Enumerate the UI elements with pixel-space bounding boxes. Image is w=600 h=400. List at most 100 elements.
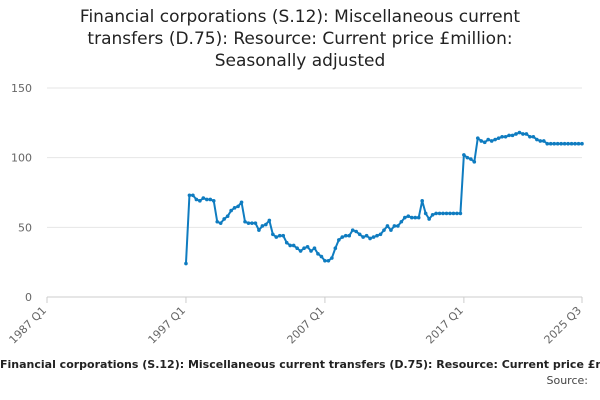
data-point[interactable] [225, 214, 230, 218]
data-point[interactable] [201, 196, 206, 200]
data-point[interactable] [475, 136, 480, 140]
data-point[interactable] [562, 141, 567, 146]
data-point[interactable] [302, 246, 306, 251]
data-point[interactable] [465, 155, 470, 160]
data-point[interactable] [555, 141, 560, 146]
data-point[interactable] [496, 136, 501, 140]
data-point[interactable] [392, 224, 397, 228]
data-point[interactable] [312, 246, 317, 251]
data-point[interactable] [500, 134, 504, 139]
data-point[interactable] [291, 243, 296, 248]
data-point[interactable] [316, 252, 320, 256]
data-point[interactable] [444, 211, 449, 216]
data-point[interactable] [340, 235, 345, 239]
data-point[interactable] [371, 235, 376, 239]
data-point[interactable] [566, 141, 570, 146]
data-point[interactable] [531, 134, 536, 139]
data-point[interactable] [545, 141, 550, 146]
data-point[interactable] [211, 199, 216, 203]
data-point[interactable] [281, 233, 286, 238]
data-point[interactable] [215, 219, 220, 224]
data-point[interactable] [427, 217, 431, 221]
data-point[interactable] [479, 139, 484, 143]
data-point[interactable] [541, 139, 546, 143]
data-point[interactable] [295, 246, 299, 251]
data-point[interactable] [184, 261, 188, 266]
data-point[interactable] [489, 139, 494, 143]
data-point[interactable] [271, 232, 275, 237]
data-point[interactable] [507, 133, 511, 138]
data-point[interactable] [350, 228, 355, 232]
data-point[interactable] [368, 236, 372, 241]
data-point[interactable] [482, 140, 487, 145]
data-point[interactable] [319, 254, 324, 259]
data-point[interactable] [264, 222, 268, 227]
data-point[interactable] [528, 134, 532, 139]
data-point[interactable] [198, 199, 202, 203]
data-point[interactable] [409, 215, 414, 220]
data-point[interactable] [552, 141, 557, 146]
data-point[interactable] [455, 211, 459, 216]
data-point[interactable] [569, 141, 574, 146]
data-point[interactable] [326, 258, 331, 263]
data-point[interactable] [420, 199, 424, 203]
data-point[interactable] [382, 228, 386, 232]
data-point[interactable] [239, 200, 244, 205]
data-point[interactable] [521, 132, 525, 136]
data-point[interactable] [187, 193, 192, 198]
data-point[interactable] [559, 141, 563, 146]
data-point[interactable] [535, 137, 539, 142]
data-point[interactable] [573, 141, 577, 146]
data-point[interactable] [375, 233, 379, 238]
data-point[interactable] [354, 229, 358, 234]
data-point[interactable] [430, 212, 435, 217]
data-point[interactable] [437, 211, 442, 216]
data-point[interactable] [277, 233, 282, 238]
data-point[interactable] [222, 217, 226, 221]
data-point[interactable] [493, 137, 497, 142]
data-point[interactable] [399, 219, 404, 224]
data-point[interactable] [257, 228, 261, 232]
data-point[interactable] [514, 132, 518, 136]
data-point[interactable] [274, 235, 279, 239]
data-point[interactable] [243, 219, 247, 224]
data-point[interactable] [250, 221, 254, 225]
data-point[interactable] [451, 211, 456, 216]
data-point[interactable] [337, 238, 341, 242]
data-point[interactable] [423, 211, 428, 216]
data-point[interactable] [330, 256, 334, 260]
data-point[interactable] [434, 211, 438, 216]
data-point[interactable] [486, 137, 491, 142]
data-point[interactable] [396, 224, 400, 228]
data-point[interactable] [510, 133, 515, 138]
data-point[interactable] [364, 233, 369, 238]
data-point[interactable] [548, 141, 553, 146]
data-point[interactable] [309, 249, 313, 253]
data-point[interactable] [246, 221, 251, 225]
data-point[interactable] [469, 157, 473, 161]
data-point[interactable] [406, 214, 411, 218]
data-point[interactable] [462, 153, 466, 157]
data-point[interactable] [580, 141, 584, 146]
data-point[interactable] [205, 197, 209, 202]
data-point[interactable] [385, 224, 390, 228]
data-point[interactable] [361, 235, 365, 239]
data-point[interactable] [288, 243, 292, 248]
data-point[interactable] [403, 215, 407, 220]
data-point[interactable] [357, 232, 362, 237]
data-point[interactable] [194, 197, 199, 202]
data-point[interactable] [538, 139, 543, 143]
data-point[interactable] [576, 141, 581, 146]
data-point[interactable] [253, 221, 258, 225]
data-point[interactable] [503, 134, 508, 139]
data-point[interactable] [378, 232, 383, 237]
data-point[interactable] [441, 211, 445, 216]
data-point[interactable] [305, 245, 310, 249]
data-point[interactable] [218, 221, 223, 225]
data-point[interactable] [472, 160, 477, 164]
data-point[interactable] [232, 206, 237, 210]
data-point[interactable] [347, 233, 352, 238]
data-point[interactable] [517, 130, 522, 135]
data-point[interactable] [333, 246, 338, 251]
data-point[interactable] [389, 228, 393, 232]
